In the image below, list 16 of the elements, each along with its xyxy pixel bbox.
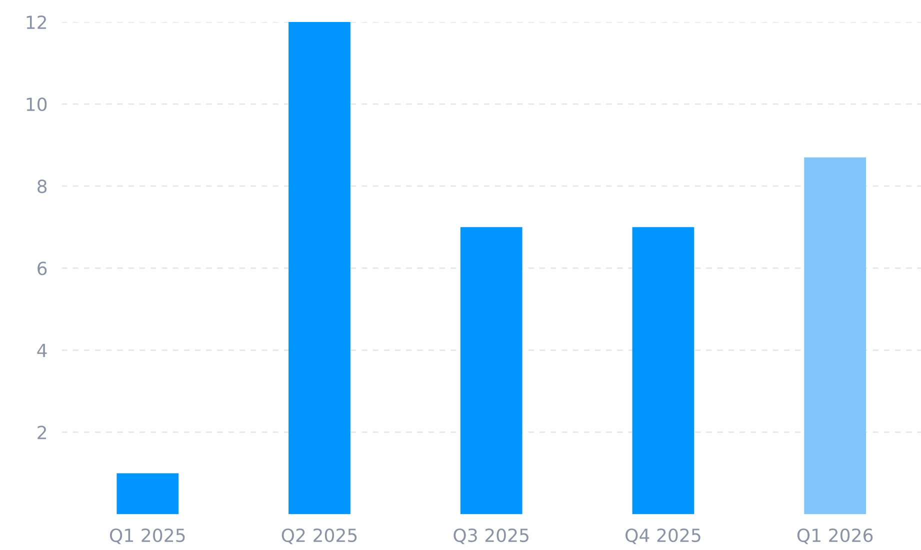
bar	[804, 157, 866, 514]
bar	[288, 22, 350, 514]
bar	[460, 227, 522, 514]
x-tick-label: Q2 2025	[282, 528, 357, 544]
x-tick-label: Q4 2025	[626, 528, 700, 544]
y-tick-label: 10	[26, 98, 47, 112]
y-tick-label: 6	[38, 262, 47, 276]
y-tick-label: 2	[38, 426, 46, 440]
y-tick-label: 8	[38, 180, 47, 194]
x-tick-label: Q3 2025	[454, 528, 528, 544]
bar	[632, 227, 694, 514]
x-tick-label: Q1 2025	[110, 528, 185, 544]
y-tick-label: 4	[37, 344, 47, 358]
x-tick-label: Q1 2026	[797, 528, 873, 544]
bar	[116, 473, 179, 514]
y-tick-label: 12	[26, 15, 46, 29]
